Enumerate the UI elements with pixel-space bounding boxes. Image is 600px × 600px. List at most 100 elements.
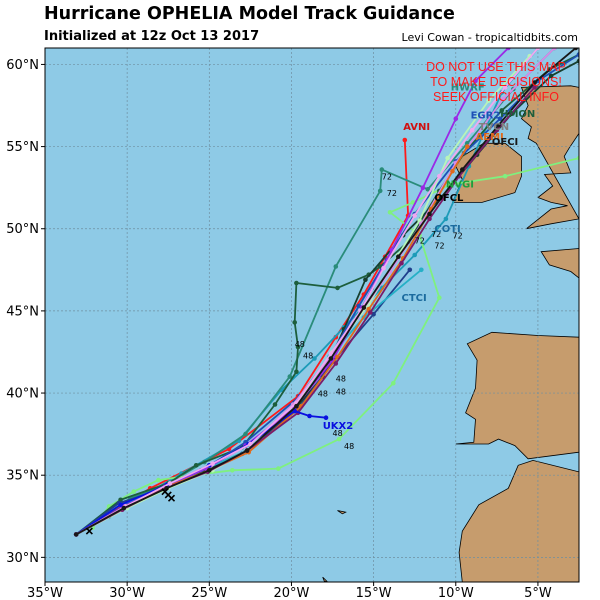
model-label: CTCI xyxy=(402,293,427,304)
track-point xyxy=(437,173,442,179)
track-point xyxy=(294,403,299,409)
track-point xyxy=(465,141,470,146)
warning-line-2: TO MAKE DECISIONS! xyxy=(430,75,562,89)
track-point xyxy=(576,155,579,161)
forecast-hour-label: 48 xyxy=(336,388,346,397)
track-point xyxy=(396,254,401,259)
model-track-15 xyxy=(75,48,539,536)
track-point xyxy=(333,361,339,366)
track-point xyxy=(496,122,501,128)
forecast-hour-label: 48 xyxy=(344,442,354,451)
y-tick-label: 60°N xyxy=(6,58,39,73)
warning-line-3: SEEK OFFICIAL INFO xyxy=(433,90,559,104)
track-point xyxy=(121,505,127,511)
model-label: COTI xyxy=(434,224,460,235)
landmass-6 xyxy=(337,510,347,515)
forecast-hour-label: 72 xyxy=(453,232,463,241)
x-tick-label: 35°W xyxy=(27,586,63,600)
track-point xyxy=(368,310,373,315)
x-tick-label: 5°W xyxy=(524,586,552,600)
track-point xyxy=(156,477,161,483)
track-point xyxy=(419,267,424,273)
track-point xyxy=(207,468,212,473)
track-point xyxy=(230,468,235,473)
forecast-hour-label: 48 xyxy=(333,429,343,438)
model-label: UKX2 xyxy=(323,421,354,432)
x-tick-label: 25°W xyxy=(191,586,227,600)
track-point xyxy=(497,116,503,121)
track-point xyxy=(437,295,442,301)
landmass-4 xyxy=(540,248,579,279)
track-point xyxy=(276,466,281,471)
model-label: OFCI xyxy=(492,137,518,148)
track-point xyxy=(381,265,386,271)
landmass-2 xyxy=(451,142,522,203)
warning-text: DO NOT USE THIS MAP TO MAKE DECISIONS! S… xyxy=(426,60,566,104)
track-point xyxy=(548,73,554,79)
track-point xyxy=(532,80,537,85)
model-label: EGR2 xyxy=(471,111,501,122)
track-point xyxy=(506,48,511,51)
forecast-hour-label: 48 xyxy=(303,352,313,361)
warning-line-1: DO NOT USE THIS MAP xyxy=(426,60,566,74)
track-point xyxy=(465,144,470,149)
track-point xyxy=(312,356,317,361)
model-track-16 xyxy=(75,48,577,536)
track-point xyxy=(399,260,404,266)
track-point xyxy=(427,216,432,222)
track-point xyxy=(131,489,136,494)
track-point xyxy=(363,277,368,283)
track-point xyxy=(287,374,293,379)
track-point xyxy=(379,167,385,172)
landmass-1 xyxy=(458,459,579,582)
model-label: NVGI xyxy=(446,180,474,191)
track-point xyxy=(73,532,79,537)
track-point xyxy=(167,481,173,486)
track-point xyxy=(499,108,505,113)
track-point xyxy=(486,98,491,103)
landmass-0 xyxy=(455,331,579,460)
model-label: AEMI xyxy=(476,132,504,143)
x-tick-label: 15°W xyxy=(356,586,392,600)
track-point xyxy=(118,502,123,508)
track-point xyxy=(412,213,418,218)
y-tick-label: 55°N xyxy=(6,140,39,155)
forecast-hour-label: 72 xyxy=(415,237,425,246)
track-point xyxy=(294,280,299,286)
map-subtitle: Initialized at 12z Oct 13 2017 xyxy=(44,29,260,44)
track-point xyxy=(420,185,426,190)
track-point xyxy=(248,441,253,447)
map-credit: Levi Cowan - tropicaltidbits.com xyxy=(401,31,578,44)
y-tick-label: 35°N xyxy=(6,469,39,484)
track-point xyxy=(502,173,508,179)
track-point xyxy=(333,264,339,269)
track-point xyxy=(425,187,431,192)
track-point xyxy=(335,285,340,291)
track-point xyxy=(576,52,579,57)
track-point xyxy=(469,127,475,133)
model-label: HWRF xyxy=(451,83,485,94)
x-tick-label: 20°W xyxy=(274,586,310,600)
track-point xyxy=(573,48,578,51)
model-label: OFCL xyxy=(434,193,464,204)
track-point xyxy=(460,167,465,172)
track-point xyxy=(535,48,541,51)
track-point xyxy=(502,85,508,90)
track-point xyxy=(473,78,478,84)
track-point xyxy=(323,415,329,421)
forecast-hour-label: 72 xyxy=(387,189,397,198)
track-point xyxy=(402,137,408,143)
model-label: AVNI xyxy=(403,122,430,133)
track-point xyxy=(361,305,367,310)
track-point xyxy=(336,436,342,442)
track-point xyxy=(445,155,450,161)
track-point xyxy=(243,431,248,437)
storm-position-marker xyxy=(167,494,176,502)
track-point xyxy=(532,85,537,90)
forecast-hour-label: 48 xyxy=(295,340,305,349)
map-frame xyxy=(44,47,580,583)
track-point xyxy=(295,344,301,350)
track-point xyxy=(501,96,506,102)
track-point xyxy=(328,351,334,356)
track-point xyxy=(193,463,199,468)
